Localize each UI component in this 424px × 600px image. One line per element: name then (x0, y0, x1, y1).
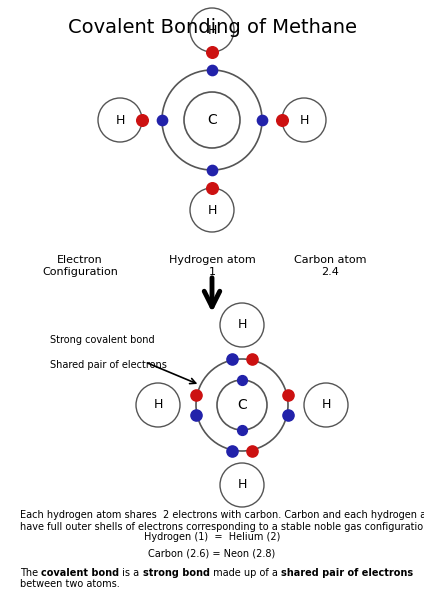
Text: made up of a: made up of a (209, 568, 281, 578)
Point (192, 390, 199, 400)
Point (209, 165, 215, 175)
Point (159, 115, 165, 125)
Point (229, 354, 235, 364)
Point (192, 410, 199, 420)
Text: Electron
Configuration: Electron Configuration (42, 255, 118, 277)
Text: Each hydrogen atom shares  2 electrons with carbon. Carbon and each hydrogen ato: Each hydrogen atom shares 2 electrons wi… (20, 510, 424, 532)
Text: Strong covalent bond: Strong covalent bond (50, 335, 155, 345)
Text: H: H (321, 398, 331, 412)
Text: Carbon atom
2.4: Carbon atom 2.4 (294, 255, 366, 277)
Text: Hydrogen atom
1: Hydrogen atom 1 (169, 255, 255, 277)
Text: shared pair of electrons: shared pair of electrons (281, 568, 413, 578)
Text: H: H (237, 319, 247, 331)
Text: is a: is a (120, 568, 142, 578)
Text: covalent bond: covalent bond (41, 568, 120, 578)
Text: Shared pair of electrons: Shared pair of electrons (50, 360, 167, 370)
Text: H: H (115, 113, 125, 127)
Point (285, 390, 291, 400)
Point (239, 425, 245, 435)
Point (279, 115, 285, 125)
Text: H: H (153, 398, 163, 412)
Point (139, 115, 145, 125)
Point (209, 65, 215, 75)
Text: C: C (237, 398, 247, 412)
Point (259, 115, 265, 125)
Text: between two atoms.: between two atoms. (20, 579, 120, 589)
Text: H: H (207, 23, 217, 37)
Point (229, 446, 235, 456)
Text: Carbon (2.6) = Neon (2.8): Carbon (2.6) = Neon (2.8) (148, 548, 276, 558)
Text: Covalent Bonding of Methane: Covalent Bonding of Methane (67, 18, 357, 37)
Text: Hydrogen (1)  =  Helium (2): Hydrogen (1) = Helium (2) (144, 532, 280, 542)
Text: H: H (299, 113, 309, 127)
Point (285, 410, 291, 420)
Text: H: H (207, 203, 217, 217)
Text: strong bond: strong bond (142, 568, 209, 578)
Point (209, 47, 215, 57)
Point (248, 446, 255, 456)
Text: H: H (237, 479, 247, 491)
Text: The: The (20, 568, 41, 578)
Text: C: C (207, 113, 217, 127)
Point (239, 375, 245, 385)
Point (248, 354, 255, 364)
Point (209, 183, 215, 193)
